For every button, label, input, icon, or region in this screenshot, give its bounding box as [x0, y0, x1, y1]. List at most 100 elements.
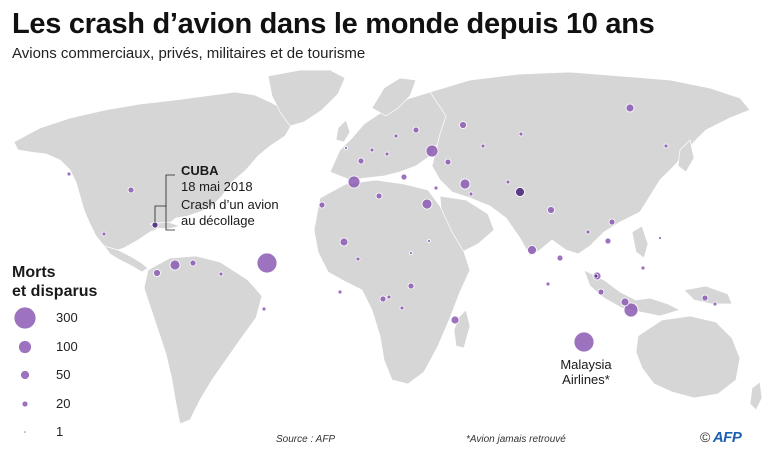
land-north-america [13, 91, 293, 253]
land-asia [429, 71, 751, 257]
afp-logo-text: AFP [712, 429, 742, 446]
legend-circle-300 [13, 306, 37, 330]
crash-marker [545, 281, 551, 287]
crash-marker [318, 201, 326, 209]
crash-marker [625, 103, 635, 113]
crash-marker [515, 187, 525, 197]
copyright-symbol: © [700, 429, 710, 445]
land-new-zealand [749, 381, 763, 411]
afp-logo: © AFP [700, 429, 742, 446]
land-new-guinea [683, 285, 733, 305]
crash-marker [357, 157, 365, 165]
crash-marker [623, 302, 639, 318]
crash-markers [66, 103, 718, 353]
crash-marker [256, 252, 278, 274]
crash-marker [640, 265, 646, 271]
cuba-callout-line1: Crash d’un avion [181, 197, 279, 212]
crash-marker [337, 289, 343, 295]
legend-label-100: 100 [56, 339, 78, 354]
cuba-callout-title: CUBA [181, 163, 219, 178]
crash-marker [169, 259, 181, 271]
crash-marker [585, 229, 591, 235]
crash-marker [658, 236, 662, 240]
crash-marker [608, 218, 616, 226]
crash-marker [450, 315, 460, 325]
crash-marker [459, 178, 471, 190]
land-indonesia [583, 269, 681, 317]
land-greenland [267, 69, 346, 127]
crash-marker [663, 143, 669, 149]
crash-marker [369, 147, 375, 153]
world-map [13, 69, 763, 425]
crash-marker [386, 294, 392, 300]
footnote: *Avion jamais retrouvé [466, 434, 566, 445]
crash-marker [66, 171, 72, 177]
crash-marker [344, 146, 348, 150]
crash-marker [425, 144, 439, 158]
cuba-bracket [165, 206, 175, 231]
crash-marker [593, 273, 599, 279]
source-credit: Source : AFP [276, 434, 336, 445]
crash-marker [412, 126, 420, 134]
page-subtitle: Avions commerciaux, privés, militaires e… [12, 45, 366, 62]
land-japan [677, 139, 695, 173]
legend-label-300: 300 [56, 310, 78, 325]
crash-marker [399, 305, 405, 311]
page-title: Les crash d’avion dans le monde depuis 1… [12, 8, 655, 40]
crash-marker [393, 133, 399, 139]
crash-marker [355, 256, 361, 262]
cuba-callout-date: 18 mai 2018 [181, 179, 253, 194]
legend-title-line1: Morts [12, 264, 56, 281]
malaysia-label: Malaysia Airlines* [556, 357, 616, 387]
crash-marker [620, 297, 630, 307]
malaysia-label-line2: Airlines* [562, 372, 610, 387]
crash-marker [347, 175, 361, 189]
cuba-callout-text: Crash d’un avion au décollage [181, 197, 321, 229]
crash-marker [480, 143, 486, 149]
crash-marker [518, 131, 524, 137]
crash-marker [339, 237, 349, 247]
crash-marker [421, 198, 433, 210]
crash-marker [527, 245, 537, 255]
land-australia [635, 315, 741, 399]
land-uk [335, 119, 351, 143]
legend-circle-100 [18, 340, 32, 354]
legend-circle-20 [21, 400, 29, 408]
crash-marker [597, 288, 605, 296]
land-central-america [103, 245, 149, 273]
crash-marker [409, 251, 413, 255]
crash-marker [547, 206, 555, 214]
crash-marker [189, 259, 197, 267]
crash-marker [427, 239, 431, 243]
crash-marker [444, 158, 452, 166]
crash-marker [261, 306, 267, 312]
legend-circle-50 [20, 370, 30, 380]
legend-label-1: 1 [56, 424, 64, 439]
cuba-callout-line2: au décollage [181, 213, 255, 228]
crash-marker [407, 282, 415, 290]
crash-marker [379, 295, 387, 303]
legend-label-20: 20 [56, 396, 71, 411]
crash-marker [127, 186, 135, 194]
legend-circles [13, 306, 37, 434]
crash-marker [505, 179, 511, 185]
land-south-america [143, 255, 263, 425]
crash-marker [433, 185, 439, 191]
crash-marker [459, 121, 467, 129]
crash-marker [384, 151, 390, 157]
legend-label-50: 50 [56, 367, 71, 382]
crash-marker [400, 173, 408, 181]
crash-marker-malaysia [573, 331, 595, 353]
crash-marker [701, 294, 709, 302]
legend-circle-1 [23, 430, 27, 434]
crash-marker [468, 191, 474, 197]
crash-marker [101, 231, 107, 237]
crash-marker [375, 192, 383, 200]
legend-title-line2: et disparus [12, 283, 98, 300]
land-madagascar [453, 309, 471, 349]
crash-marker-cuba [151, 221, 159, 229]
land-scandinavia [371, 77, 417, 117]
crash-marker [218, 271, 224, 277]
crash-marker [712, 301, 718, 307]
crash-marker [556, 254, 564, 262]
